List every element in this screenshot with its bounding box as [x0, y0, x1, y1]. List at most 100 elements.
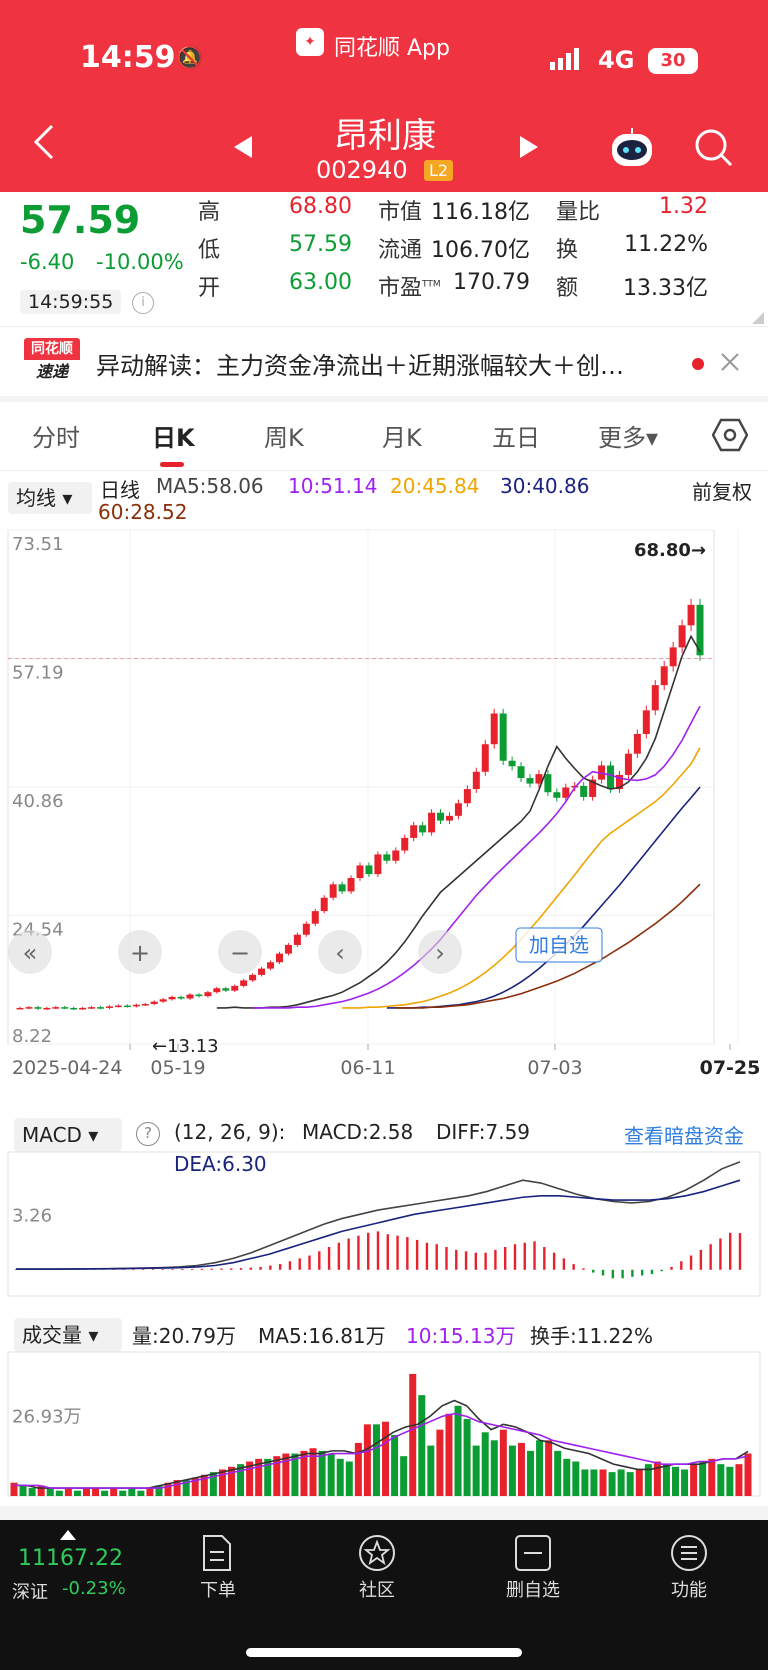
- volume-bar: [255, 1458, 263, 1496]
- volume-bar: [699, 1461, 707, 1496]
- chart-nav-button: [418, 930, 462, 974]
- candle-body: [490, 713, 498, 745]
- candle-body: [365, 865, 373, 875]
- candle-body: [428, 812, 436, 833]
- chart-nav-icon: ›: [435, 939, 445, 967]
- stat-value: 170.79: [453, 270, 530, 295]
- stat-label: 换: [556, 238, 579, 263]
- volume-bar: [291, 1453, 299, 1496]
- candle-body: [240, 980, 248, 986]
- volume-bar: [382, 1421, 390, 1496]
- order-icon[interactable]: [200, 1534, 234, 1572]
- stat-label: 高: [198, 200, 221, 225]
- candle-body: [508, 760, 516, 767]
- dark-pool-link[interactable]: 查看暗盘资金: [624, 1124, 744, 1148]
- volume-bar: [146, 1488, 154, 1496]
- volume-selector[interactable]: 成交量 ▾: [14, 1318, 122, 1352]
- function-icon[interactable]: [670, 1534, 708, 1572]
- ma60-label: 60:28.52: [98, 500, 188, 524]
- news-bar[interactable]: 同花顺 速递 异动解读：主力资金净流出＋近期涨幅较大＋创…: [0, 330, 768, 396]
- macd-value: MACD:2.58: [302, 1120, 414, 1144]
- battery-level: 30: [660, 50, 686, 71]
- settings-icon[interactable]: [711, 418, 749, 452]
- tab-daily-k[interactable]: 日K: [152, 424, 195, 452]
- close-icon[interactable]: [718, 350, 742, 374]
- volume-bar: [454, 1405, 462, 1496]
- info-icon[interactable]: i: [132, 292, 154, 314]
- volume-bar: [282, 1453, 290, 1496]
- turnover-value: 换手:11.22%: [530, 1324, 653, 1348]
- stat-value: 11.22%: [624, 232, 708, 257]
- candle-body: [79, 1007, 87, 1010]
- volume-bar: [672, 1466, 680, 1496]
- tab-five-day[interactable]: 五日: [492, 424, 540, 452]
- volume-bar: [218, 1469, 226, 1496]
- volume-bar: [237, 1464, 245, 1496]
- back-icon[interactable]: [30, 122, 60, 162]
- candle-body: [34, 1007, 42, 1009]
- volume-bar: [409, 1373, 417, 1496]
- candle-body: [410, 825, 418, 838]
- section-gap: [0, 1506, 768, 1520]
- add-watch-label: 加自选: [529, 933, 589, 957]
- volume-bar: [617, 1469, 625, 1496]
- candle-body: [25, 1007, 33, 1009]
- volume-bar: [436, 1429, 444, 1496]
- candle-body: [347, 878, 355, 892]
- candle-body: [61, 1007, 69, 1009]
- volume-bar: [164, 1482, 172, 1496]
- volume-bar: [445, 1413, 453, 1496]
- volume-bar: [119, 1490, 127, 1496]
- ma-selector-label: 均线: [16, 486, 56, 510]
- remove-watch-button[interactable]: 删自选: [506, 1580, 560, 1601]
- ma-selector[interactable]: 均线 ▾: [8, 482, 92, 514]
- tab-weekly-k[interactable]: 周K: [264, 424, 304, 452]
- battery-icon: 30: [648, 48, 698, 74]
- volume-ma5: MA5:16.81万: [258, 1324, 386, 1348]
- tab-monthly-k[interactable]: 月K: [382, 424, 422, 452]
- tab-fenshi[interactable]: 分时: [32, 424, 80, 452]
- candle-body: [607, 765, 615, 790]
- community-button[interactable]: 社区: [359, 1580, 395, 1601]
- stat-value: 57.59: [289, 232, 352, 257]
- news-dot-icon: [692, 358, 704, 370]
- candle-body: [651, 685, 659, 711]
- volume-bar: [499, 1429, 507, 1496]
- community-icon[interactable]: [358, 1534, 396, 1572]
- search-icon[interactable]: [694, 128, 734, 168]
- next-stock-icon[interactable]: [518, 134, 540, 160]
- candle-body: [177, 996, 185, 999]
- x-tick-label: 2025-04-24: [12, 1057, 122, 1079]
- prev-stock-icon[interactable]: [232, 134, 254, 160]
- tab-more[interactable]: 更多▾: [598, 424, 659, 452]
- order-button[interactable]: 下单: [200, 1580, 236, 1601]
- candle-body: [320, 897, 328, 912]
- function-button[interactable]: 功能: [671, 1580, 707, 1601]
- y-tick-label: 3.26: [12, 1205, 52, 1226]
- volume-bar: [19, 1485, 27, 1496]
- candle-body: [660, 666, 668, 686]
- candle-body: [231, 985, 239, 991]
- candle-body: [633, 733, 641, 754]
- low-annotation: ←13.13: [152, 1036, 219, 1057]
- candle-body: [472, 771, 480, 790]
- adjust-mode[interactable]: 前复权: [692, 480, 752, 504]
- robot-icon[interactable]: [608, 126, 656, 170]
- stat-value: 63.00: [289, 270, 352, 295]
- candle-body: [463, 789, 471, 804]
- candle-body: [454, 803, 462, 816]
- candle-body: [580, 785, 588, 797]
- price-change: -6.40: [20, 250, 75, 274]
- index-value[interactable]: 11167.22: [18, 1546, 123, 1571]
- app-logo: ✦: [296, 28, 324, 56]
- stock-code: 002940: [316, 156, 408, 184]
- remove-watch-icon[interactable]: [514, 1534, 552, 1572]
- chart-nav-button: [8, 930, 52, 974]
- macd-selector[interactable]: MACD ▾: [14, 1118, 122, 1152]
- volume-bar: [173, 1480, 181, 1496]
- help-icon[interactable]: ?: [136, 1122, 160, 1146]
- volume-bar: [517, 1442, 525, 1496]
- volume-bar: [92, 1488, 100, 1496]
- volume-bar: [427, 1445, 435, 1496]
